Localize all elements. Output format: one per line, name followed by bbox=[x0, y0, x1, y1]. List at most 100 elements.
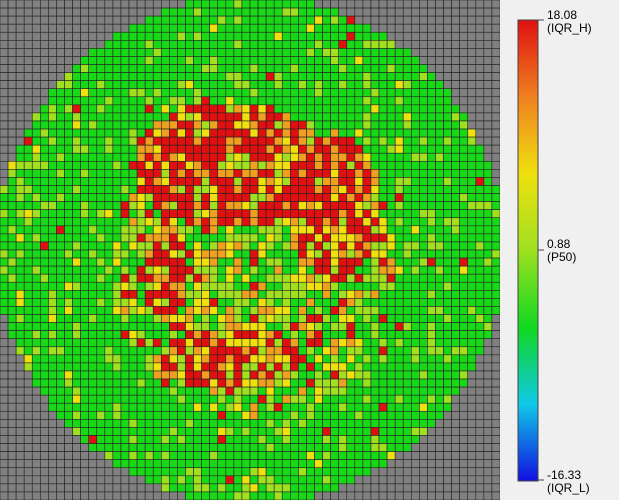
die-cell bbox=[459, 128, 469, 138]
die-cell bbox=[475, 338, 485, 348]
die-cell bbox=[136, 257, 146, 267]
die-cell bbox=[56, 160, 65, 170]
die-cell bbox=[201, 15, 210, 25]
die-cell bbox=[23, 209, 33, 219]
die-cell bbox=[314, 459, 323, 469]
empty-cell bbox=[435, 419, 444, 428]
die-cell bbox=[338, 459, 348, 469]
die-cell bbox=[306, 185, 315, 194]
die-cell bbox=[419, 386, 428, 396]
empty-cell bbox=[451, 435, 460, 444]
empty-cell bbox=[491, 80, 500, 90]
die-cell bbox=[298, 435, 307, 444]
die-cell bbox=[136, 233, 146, 243]
die-cell bbox=[394, 435, 404, 444]
empty-cell bbox=[80, 0, 90, 9]
die-cell bbox=[120, 378, 130, 388]
die-cell bbox=[169, 346, 178, 356]
empty-cell bbox=[394, 15, 404, 25]
die-cell bbox=[160, 209, 170, 219]
die-cell bbox=[112, 185, 122, 194]
die-cell bbox=[64, 112, 73, 122]
die-cell bbox=[306, 475, 315, 485]
die-cell bbox=[64, 201, 73, 210]
die-cell bbox=[128, 467, 138, 477]
empty-cell bbox=[338, 0, 348, 9]
die-cell bbox=[209, 193, 219, 202]
empty-cell bbox=[402, 475, 412, 485]
die-cell bbox=[56, 362, 65, 372]
empty-cell bbox=[459, 48, 469, 57]
die-cell bbox=[370, 177, 380, 186]
die-cell bbox=[410, 152, 420, 162]
die-cell bbox=[104, 419, 114, 428]
die-cell bbox=[48, 257, 57, 267]
empty-cell bbox=[451, 419, 460, 428]
empty-cell bbox=[435, 491, 444, 500]
die-cell bbox=[386, 56, 396, 65]
die-cell bbox=[330, 152, 340, 162]
die-cell bbox=[290, 410, 299, 420]
die-cell bbox=[451, 338, 460, 348]
die-cell bbox=[338, 169, 348, 178]
die-cell bbox=[96, 298, 106, 307]
die-cell bbox=[225, 475, 235, 485]
empty-cell bbox=[80, 40, 90, 49]
empty-cell bbox=[459, 491, 469, 500]
die-cell bbox=[233, 483, 243, 493]
die-cell bbox=[346, 370, 356, 380]
empty-cell bbox=[354, 0, 364, 9]
die-cell bbox=[233, 298, 243, 307]
die-cell bbox=[56, 201, 65, 210]
die-cell bbox=[209, 483, 219, 493]
die-cell bbox=[402, 435, 412, 444]
die-cell bbox=[402, 209, 412, 219]
die-cell bbox=[144, 233, 154, 243]
die-cell bbox=[435, 201, 444, 210]
die-cell bbox=[281, 120, 291, 130]
die-cell bbox=[88, 273, 98, 283]
die-cell bbox=[370, 209, 380, 219]
die-cell bbox=[346, 144, 356, 154]
die-cell bbox=[427, 338, 436, 348]
die-cell bbox=[169, 160, 178, 170]
die-cell bbox=[31, 281, 41, 291]
empty-cell bbox=[128, 491, 138, 500]
die-cell bbox=[72, 233, 81, 243]
die-cell bbox=[273, 0, 283, 9]
die-cell bbox=[346, 185, 356, 194]
die-cell bbox=[185, 298, 194, 307]
die-cell bbox=[281, 72, 291, 81]
die-cell bbox=[281, 435, 291, 444]
die-cell bbox=[193, 273, 202, 283]
die-cell bbox=[160, 322, 170, 331]
die-cell bbox=[15, 169, 25, 178]
die-cell bbox=[152, 80, 162, 90]
die-cell bbox=[23, 265, 33, 275]
die-cell bbox=[152, 144, 162, 154]
die-cell bbox=[322, 322, 331, 331]
empty-cell bbox=[435, 427, 444, 436]
die-cell bbox=[314, 257, 323, 267]
die-cell bbox=[378, 217, 388, 227]
die-cell bbox=[386, 257, 396, 267]
empty-cell bbox=[338, 7, 348, 17]
empty-cell bbox=[169, 491, 178, 500]
die-cell bbox=[257, 346, 267, 356]
die-cell bbox=[249, 120, 259, 130]
empty-cell bbox=[15, 23, 25, 33]
die-cell bbox=[298, 330, 307, 340]
die-cell bbox=[152, 112, 162, 122]
empty-cell bbox=[427, 491, 436, 500]
die-cell bbox=[402, 443, 412, 452]
die-cell bbox=[217, 233, 227, 243]
die-cell bbox=[386, 209, 396, 219]
die-cell bbox=[136, 306, 146, 315]
empty-cell bbox=[56, 427, 65, 436]
die-cell bbox=[346, 64, 356, 73]
die-cell bbox=[104, 72, 114, 81]
empty-cell bbox=[88, 7, 98, 17]
empty-cell bbox=[483, 23, 493, 33]
die-cell bbox=[330, 290, 340, 299]
die-cell bbox=[314, 112, 323, 122]
